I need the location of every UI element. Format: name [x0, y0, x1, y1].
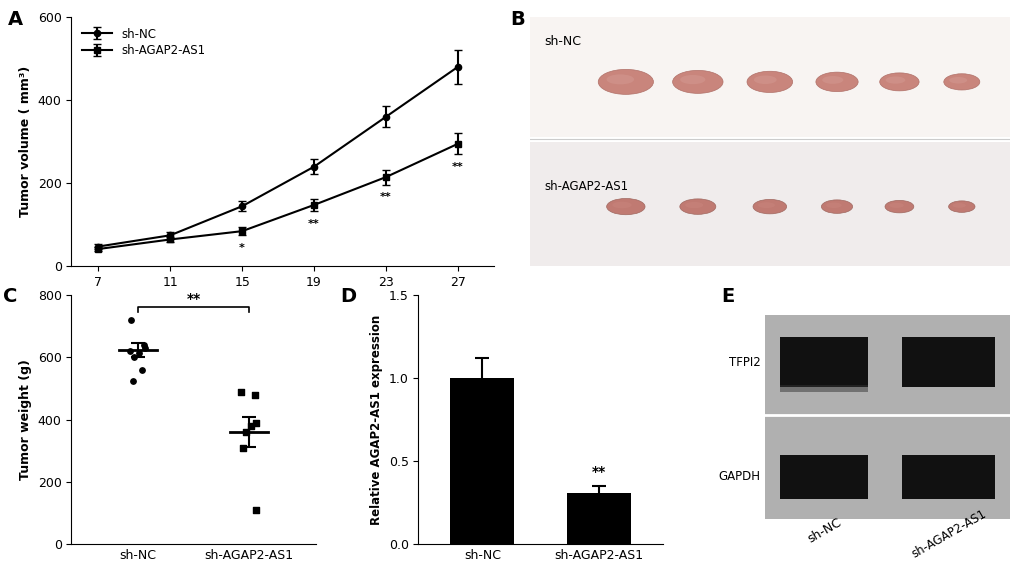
Point: [233, 387, 250, 396]
Text: **: **: [380, 192, 391, 202]
Point: [122, 315, 139, 324]
Point: [235, 443, 252, 452]
Text: **: **: [451, 162, 464, 172]
Ellipse shape: [672, 70, 722, 94]
Ellipse shape: [889, 203, 903, 208]
Ellipse shape: [821, 76, 843, 84]
FancyBboxPatch shape: [529, 142, 1009, 266]
Ellipse shape: [943, 74, 979, 90]
Ellipse shape: [949, 77, 966, 83]
Point: [124, 376, 141, 385]
FancyBboxPatch shape: [764, 315, 1009, 519]
FancyBboxPatch shape: [902, 337, 995, 387]
Point: [248, 506, 264, 515]
Text: sh-AGAP2-AS1: sh-AGAP2-AS1: [908, 507, 987, 561]
Ellipse shape: [825, 202, 841, 208]
Y-axis label: Relative AGAP2-AS1 expression: Relative AGAP2-AS1 expression: [370, 315, 383, 524]
Ellipse shape: [680, 199, 715, 214]
Ellipse shape: [753, 75, 775, 84]
Ellipse shape: [757, 202, 774, 208]
Point: [130, 348, 147, 357]
Text: E: E: [720, 287, 734, 306]
Ellipse shape: [746, 71, 792, 92]
Text: D: D: [340, 287, 356, 306]
Bar: [450, 378, 514, 544]
Ellipse shape: [598, 69, 653, 94]
Point: [248, 418, 264, 428]
Ellipse shape: [752, 200, 786, 214]
Text: A: A: [8, 10, 23, 28]
Text: **: **: [186, 292, 201, 306]
Point: [126, 353, 143, 362]
Ellipse shape: [952, 203, 965, 208]
Text: sh-NC: sh-NC: [544, 36, 581, 48]
Point: [133, 365, 150, 374]
Text: **: **: [591, 466, 605, 480]
FancyBboxPatch shape: [780, 337, 867, 387]
Ellipse shape: [680, 75, 705, 84]
Text: **: **: [308, 219, 320, 229]
Y-axis label: Tumor volume ( mm³): Tumor volume ( mm³): [19, 66, 33, 217]
FancyBboxPatch shape: [780, 384, 867, 392]
Ellipse shape: [884, 77, 905, 84]
Bar: [567, 493, 630, 544]
Text: *: *: [239, 243, 245, 253]
Point: [247, 390, 263, 399]
Y-axis label: Tumor weight (g): Tumor weight (g): [19, 359, 32, 480]
Ellipse shape: [606, 198, 644, 215]
Text: B: B: [511, 10, 525, 28]
Point: [237, 428, 254, 437]
Text: sh-AGAP2-AS1: sh-AGAP2-AS1: [544, 180, 628, 193]
Ellipse shape: [948, 201, 974, 213]
Text: GAPDH: GAPDH: [717, 471, 760, 484]
Ellipse shape: [878, 73, 918, 91]
Point: [137, 344, 153, 353]
X-axis label: Days: Days: [263, 295, 302, 309]
Point: [243, 421, 259, 430]
Ellipse shape: [820, 200, 852, 213]
Legend: sh-NC, sh-AGAP2-AS1: sh-NC, sh-AGAP2-AS1: [77, 23, 210, 62]
FancyBboxPatch shape: [529, 17, 1009, 137]
Ellipse shape: [606, 74, 634, 84]
FancyBboxPatch shape: [902, 455, 995, 500]
Text: C: C: [3, 287, 17, 306]
Ellipse shape: [611, 202, 631, 208]
Text: sh-NC: sh-NC: [804, 516, 843, 545]
Text: TFPI2: TFPI2: [728, 356, 760, 369]
Ellipse shape: [815, 72, 857, 92]
Point: [122, 346, 139, 356]
Ellipse shape: [884, 200, 913, 213]
Ellipse shape: [685, 202, 702, 208]
Point: [136, 340, 152, 349]
FancyBboxPatch shape: [780, 455, 867, 500]
